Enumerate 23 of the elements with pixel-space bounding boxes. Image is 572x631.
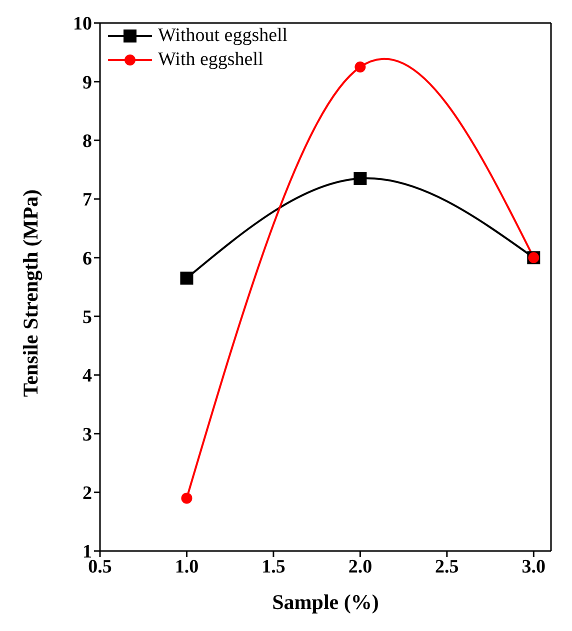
point (180, 272, 194, 285)
x-tick-label: 3.0 (522, 556, 546, 578)
y-tick-label: 6 (82, 248, 92, 270)
legend-label: With eggshell (158, 48, 264, 72)
point (181, 492, 192, 504)
x-tick-label: 1.0 (174, 556, 199, 578)
y-tick-label: 9 (82, 72, 92, 94)
legend-label: Without eggshell (158, 24, 288, 48)
y-tick-label: 3 (82, 424, 92, 446)
y-tick-label: 2 (82, 483, 92, 504)
x-tick-label: 1.5 (262, 556, 286, 578)
x-tick-label: 2.0 (348, 556, 372, 578)
x-tick-label: 2.5 (435, 556, 459, 578)
y-axis-title: Tensile Strength (MPa) (18, 189, 42, 397)
point (354, 172, 367, 185)
y-tick-label: 10 (73, 14, 92, 35)
point (354, 62, 366, 72)
x-axis-title: Sample (%) (272, 590, 379, 614)
y-tick-label: 7 (82, 190, 92, 211)
x-tick-label: 0.5 (88, 556, 112, 578)
y-tick-label: 5 (82, 307, 92, 328)
y-tick-label: 4 (82, 366, 92, 387)
y-tick-label: 8 (82, 131, 92, 152)
